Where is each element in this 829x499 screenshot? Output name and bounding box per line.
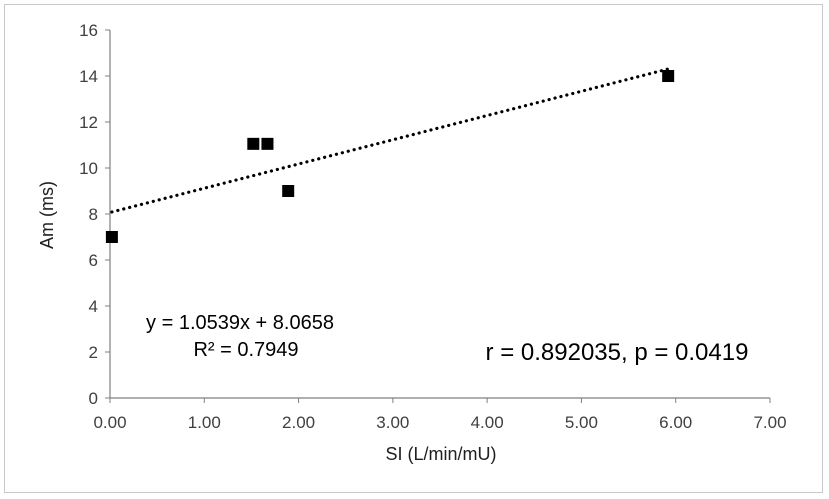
x-tick-label: 5.00 [565,413,598,432]
y-tick-label: 6 [89,251,98,270]
data-point-2 [247,137,260,150]
x-tick-label: 1.00 [188,413,221,432]
y-tick-label: 4 [89,297,98,316]
regression-equation: y = 1.0539x + 8.0658 [146,312,334,334]
data-point-5 [662,70,675,82]
y-tick-label: 10 [79,159,98,178]
x-axis-title: SI (L/min/mU) [385,444,496,464]
x-tick-label: 6.00 [659,413,692,432]
correlation-label: r = 0.892035, p = 0.0419 [486,339,749,366]
trendline-layer [110,67,670,214]
y-tick-label: 2 [89,343,98,362]
x-tick-label: 4.00 [471,413,504,432]
y-tick-label: 0 [89,389,98,408]
trendline [110,67,670,214]
axes [105,29,771,403]
y-tick-label: 8 [89,205,98,224]
data-point-1 [105,231,118,243]
data-point-4 [282,185,295,197]
chart-frame [4,4,823,493]
data-point-3 [261,137,274,150]
y-tick-label: 12 [79,113,98,132]
y-tick-labels: 0 2 4 6 8 10 12 14 16 [79,21,98,408]
r-squared-label: R² = 0.7949 [193,339,298,361]
y-tick-label: 14 [79,67,98,86]
x-tick-label: 7.00 [753,413,786,432]
y-axis-title: Am (ms) [37,181,57,249]
y-tick-label: 16 [79,21,98,40]
data-points [105,70,675,243]
x-tick-label: 3.00 [376,413,409,432]
x-tick-label: 2.00 [282,413,315,432]
x-tick-label: 0.00 [93,413,126,432]
x-tick-labels: 0.00 1.00 2.00 3.00 4.00 5.00 6.00 7.00 [93,413,786,432]
